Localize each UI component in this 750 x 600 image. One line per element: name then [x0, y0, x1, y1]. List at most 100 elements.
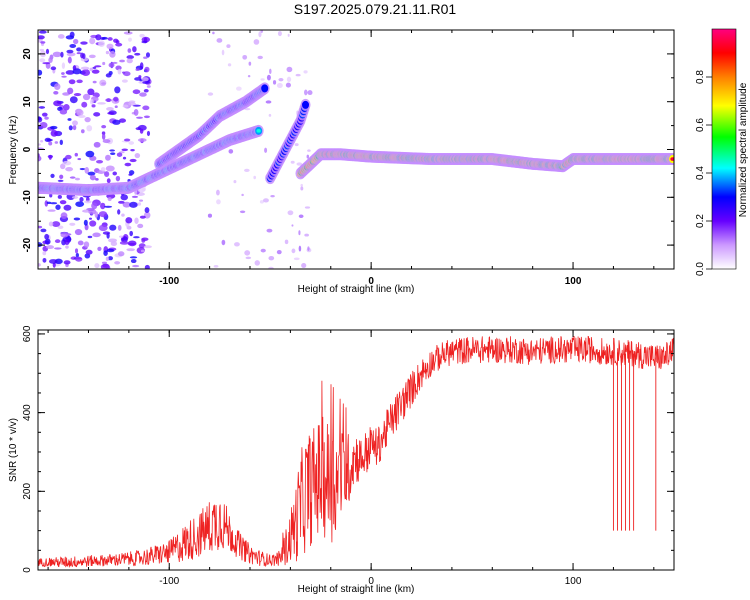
noise-speckle [77, 114, 86, 118]
noise-speckle [54, 141, 59, 144]
noise-speckle [270, 194, 275, 198]
noise-speckle [114, 261, 121, 265]
noise-speckle [105, 73, 112, 78]
noise-speckle [143, 56, 148, 59]
noise-speckle [92, 232, 101, 238]
noise-speckle [125, 217, 133, 224]
noise-speckle [69, 176, 76, 179]
noise-speckle [46, 201, 52, 205]
noise-speckle [73, 217, 81, 221]
noise-speckle [42, 62, 51, 65]
noise-speckle [38, 69, 43, 76]
noise-speckle [62, 160, 72, 166]
noise-speckle [52, 51, 62, 58]
noise-speckle [304, 233, 309, 237]
noise-speckle [290, 160, 295, 164]
noise-speckle [127, 240, 137, 247]
noise-speckle [80, 66, 90, 70]
noise-speckle [133, 236, 140, 239]
noise-speckle [117, 209, 121, 215]
noise-speckle [95, 178, 99, 181]
noise-speckle [128, 141, 135, 145]
noise-speckle [109, 50, 116, 58]
noise-speckle [79, 197, 84, 202]
noise-speckle [123, 31, 133, 35]
noise-speckle [132, 104, 141, 107]
noise-speckle [87, 171, 96, 176]
noise-speckle [76, 79, 83, 84]
snr-series-line [38, 335, 674, 568]
noise-speckle [134, 152, 141, 159]
noise-speckle [80, 52, 84, 59]
noise-speckle [48, 154, 52, 160]
noise-speckle [46, 138, 53, 142]
noise-speckle [64, 239, 70, 245]
noise-speckle [129, 256, 138, 259]
noise-speckle [296, 162, 303, 166]
noise-speckle [139, 199, 144, 202]
noise-speckle [133, 109, 139, 116]
noise-speckle [59, 174, 64, 180]
noise-speckle [94, 65, 102, 68]
ridge-peak [262, 86, 267, 91]
noise-speckle [69, 96, 78, 104]
noise-speckle [98, 40, 105, 47]
noise-speckle [63, 204, 72, 211]
noise-speckle [75, 253, 79, 258]
noise-speckle [102, 139, 111, 144]
noise-speckle [144, 264, 150, 269]
noise-speckle [81, 69, 91, 76]
noise-speckle [106, 178, 111, 184]
noise-speckle [61, 75, 67, 78]
noise-speckle [129, 230, 133, 237]
noise-speckle [115, 175, 121, 182]
noise-speckle [119, 59, 125, 63]
noise-speckle [307, 246, 310, 251]
colorbar-tick-label: 0.2 [695, 214, 706, 228]
noise-speckle [82, 93, 91, 101]
noise-speckle [77, 240, 84, 246]
noise-speckle [75, 201, 85, 207]
ridge-peak [670, 157, 674, 161]
noise-speckle [216, 199, 221, 205]
noise-speckle [124, 162, 132, 167]
colorbar-tick-label: 0.4 [695, 166, 706, 180]
noise-speckle [116, 152, 123, 157]
noise-speckle [91, 104, 96, 108]
figure-title: S197.2025.079.21.11.R01 [294, 1, 457, 17]
noise-speckle [139, 215, 146, 219]
noise-speckle [304, 206, 311, 209]
colorbar-ticks: 0.0 0.2 0.4 0.6 0.8 [695, 70, 712, 276]
noise-speckle [287, 210, 294, 216]
noise-speckle [83, 209, 89, 213]
noise-speckle [50, 125, 58, 130]
noise-speckle [83, 241, 90, 248]
noise-speckle [97, 102, 106, 105]
noise-speckle [247, 74, 251, 78]
noise-speckle [38, 35, 45, 40]
noise-speckle [60, 232, 69, 238]
noise-speckle [85, 150, 95, 158]
noise-speckle [132, 264, 140, 268]
noise-speckle [245, 256, 252, 260]
noise-speckle [69, 44, 77, 49]
noise-speckle [103, 205, 113, 208]
noise-speckle [101, 133, 106, 140]
noise-speckle [110, 241, 118, 247]
noise-speckle [39, 48, 45, 52]
y-tick-label: -20 [22, 237, 33, 252]
noise-speckle [110, 152, 116, 155]
noise-speckle [227, 63, 232, 67]
noise-speckle [137, 223, 144, 229]
noise-speckle [57, 194, 62, 199]
noise-speckle [244, 107, 251, 111]
noise-speckle [101, 125, 107, 129]
y-tick-label: 0 [22, 146, 33, 152]
noise-speckle [117, 224, 122, 231]
noise-speckle [286, 76, 292, 83]
noise-speckle [53, 100, 62, 107]
noise-speckle [80, 41, 88, 45]
noise-speckle [216, 38, 223, 43]
noise-speckle [85, 249, 93, 255]
noise-speckle [207, 92, 214, 96]
